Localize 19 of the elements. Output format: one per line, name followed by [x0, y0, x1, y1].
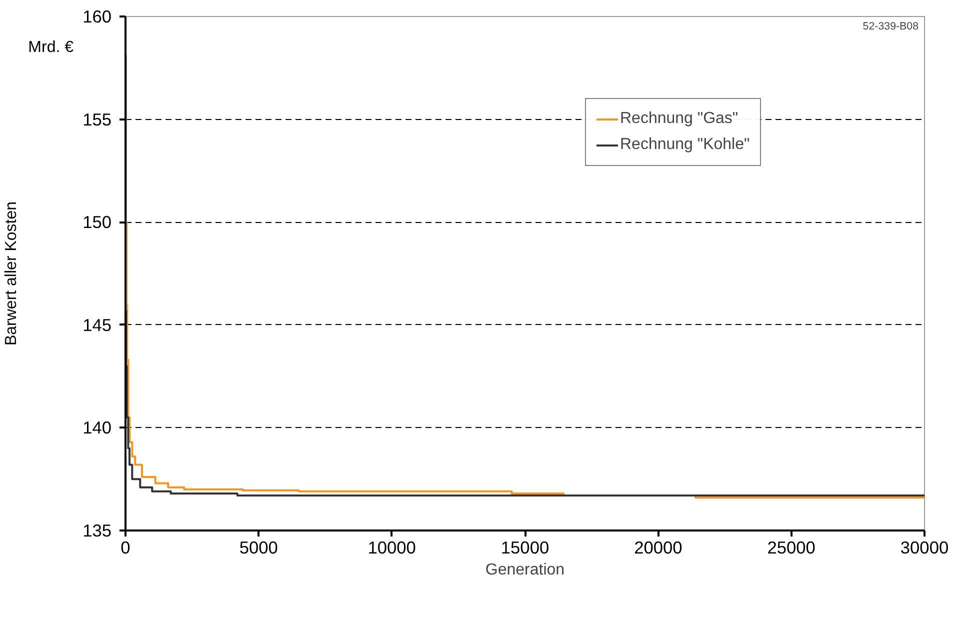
- y-tick-label: 160: [82, 6, 112, 26]
- y-tick-label: 135: [82, 520, 112, 540]
- x-tick-label: 30000: [900, 538, 949, 558]
- y-tick-label: 145: [82, 314, 112, 335]
- y-tick-label: 150: [82, 212, 112, 232]
- y-axis-title: Barwert aller Kosten: [3, 201, 20, 346]
- x-tick-label: 10000: [368, 538, 416, 558]
- x-tick-label: 15000: [500, 538, 550, 558]
- x-tick-label: 25000: [767, 538, 816, 558]
- legend-label: Rechnung "Gas": [620, 110, 738, 128]
- legend-label: Rechnung "Kohle": [620, 136, 750, 154]
- annotation: 52-339-B08: [862, 20, 919, 32]
- x-axis-title: Generation: [485, 562, 565, 578]
- y-tick-label: 140: [82, 418, 112, 438]
- x-tick-label: 20000: [634, 538, 682, 558]
- y-tick-label: 155: [82, 109, 112, 130]
- text: Mrd. €: [28, 38, 74, 56]
- x-tick-label: 0: [120, 538, 130, 558]
- x-tick-label: 5000: [239, 538, 278, 558]
